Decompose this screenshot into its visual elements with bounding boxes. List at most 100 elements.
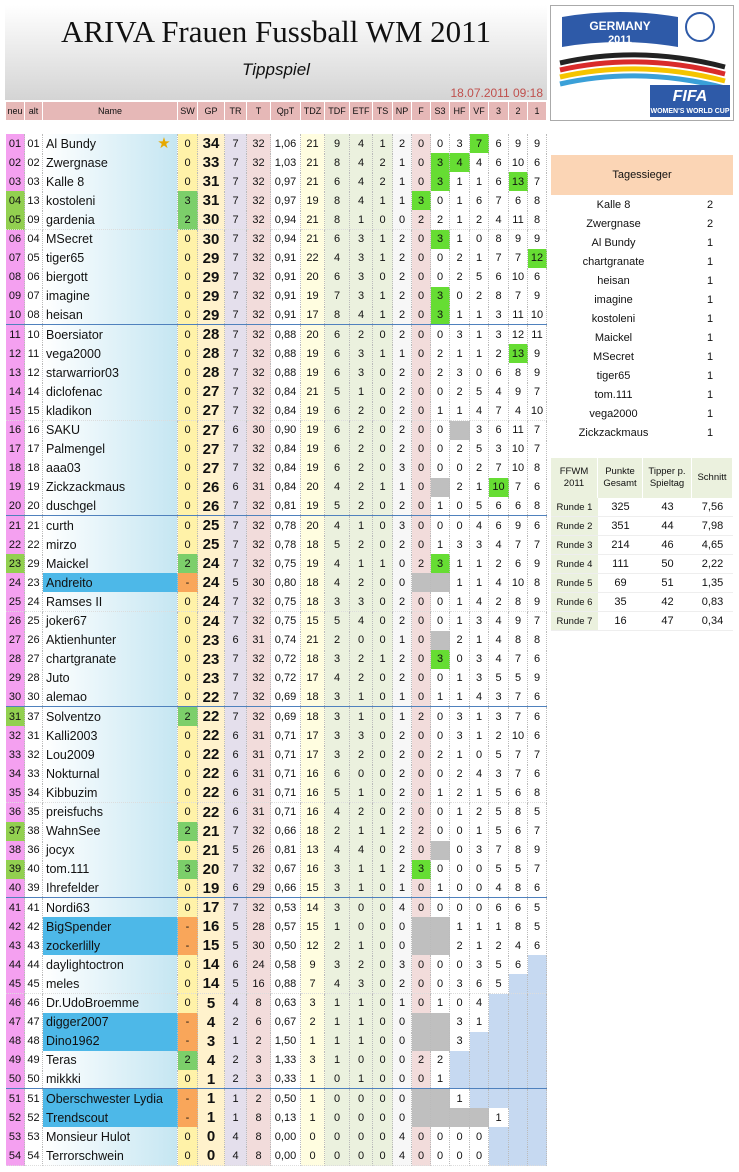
table-cell: 0 <box>373 458 393 479</box>
table-cell: 0,97 <box>271 172 301 193</box>
table-cell: 28 <box>6 649 25 670</box>
table-cell: 10 <box>489 477 509 498</box>
table-cell: 28 <box>198 325 225 345</box>
table-cell: 3 <box>489 305 509 326</box>
table-cell: 0 <box>178 592 198 613</box>
table-cell: 0 <box>470 1127 489 1148</box>
table-cell: 4 <box>225 1127 247 1148</box>
group-separator <box>6 515 547 516</box>
table-cell: 16 <box>6 420 25 441</box>
table-cell: 0 <box>431 267 450 288</box>
table-cell: 2 <box>393 134 412 154</box>
table-cell: 1 <box>450 191 470 212</box>
table-cell: 0 <box>350 1146 373 1167</box>
table-cell: 1 <box>470 305 489 326</box>
table-cell: 7 <box>225 898 247 918</box>
table-cell: 0,94 <box>271 229 301 250</box>
table-cell: 9 <box>509 611 528 632</box>
winner-name: tiger65 <box>596 369 631 382</box>
table-cell: 1 <box>373 821 393 842</box>
table-cell: 6 <box>489 172 509 193</box>
table-cell: 1 <box>350 878 373 899</box>
table-cell: 32 <box>247 496 271 517</box>
table-cell <box>528 1069 547 1090</box>
table-cell: 5 <box>489 821 509 842</box>
round-label: Runde 3 <box>551 536 598 555</box>
table-cell: 1 <box>225 1089 247 1109</box>
table-cell: 16 <box>301 764 325 785</box>
table-cell: 2 <box>489 936 509 957</box>
column-header: 1 <box>528 102 547 120</box>
table-cell: 1 <box>325 1012 350 1033</box>
table-cell: 2 <box>350 496 373 517</box>
table-cell: 17 <box>301 726 325 747</box>
table-cell: 3 <box>470 840 489 861</box>
table-cell: 3 <box>325 687 350 708</box>
table-cell: 4 <box>325 974 350 995</box>
table-cell: 18 <box>301 687 325 708</box>
table-cell: 6 <box>489 153 509 174</box>
table-cell: 0 <box>412 745 431 766</box>
table-cell: 5 <box>325 783 350 804</box>
table-cell: 7 <box>225 153 247 174</box>
table-cell: 3 <box>470 535 489 556</box>
table-cell: 15 <box>6 401 25 422</box>
table-cell: 6 <box>225 745 247 766</box>
table-cell: 0,71 <box>271 783 301 804</box>
table-cell: 1 <box>450 611 470 632</box>
table-cell: 5 <box>470 267 489 288</box>
table-cell: 17 <box>6 439 25 460</box>
table-cell: 0,75 <box>271 611 301 632</box>
player-name: meles <box>43 974 178 995</box>
table-cell: 4 <box>393 1146 412 1167</box>
table-cell: 44 <box>25 955 43 976</box>
table-cell: 0 <box>450 993 470 1014</box>
table-cell: - <box>178 1089 198 1109</box>
table-cell: 36 <box>25 840 43 861</box>
table-cell: 3 <box>178 191 198 212</box>
table-cell: 7 <box>528 420 547 441</box>
table-cell: 1 <box>431 993 450 1014</box>
table-cell: 1 <box>470 344 489 365</box>
table-cell: 2 <box>350 649 373 670</box>
table-cell: 2 <box>450 439 470 460</box>
table-cell: 2 <box>225 1069 247 1090</box>
table-cell: 31 <box>247 802 271 823</box>
table-cell: 0 <box>178 325 198 345</box>
table-cell: 15 <box>301 878 325 899</box>
table-cell: 1 <box>393 630 412 651</box>
table-cell <box>528 993 547 1014</box>
round-cell: 42 <box>643 593 692 612</box>
table-cell: 3 <box>450 325 470 345</box>
table-cell: 8 <box>247 1146 271 1167</box>
table-cell: 32 <box>247 134 271 154</box>
player-name: Teras <box>43 1050 178 1071</box>
player-name: Monsieur Hulot <box>43 1127 178 1148</box>
column-header: TDF <box>325 102 350 120</box>
table-cell: 4 <box>470 687 489 708</box>
column-header: F <box>412 102 431 120</box>
table-cell: 5 <box>489 955 509 976</box>
table-cell: 21 <box>301 382 325 403</box>
table-cell: 0 <box>412 267 431 288</box>
table-cell: 1 <box>470 172 489 193</box>
table-cell: 24 <box>198 573 225 594</box>
player-name: starwarrior03 <box>43 363 178 384</box>
table-cell: 1 <box>393 993 412 1014</box>
table-cell: 2 <box>350 420 373 441</box>
table-cell: 08 <box>25 305 43 326</box>
table-cell: 11 <box>509 420 528 441</box>
table-cell: 1 <box>350 1012 373 1033</box>
player-name: Kalle 8 <box>43 172 178 193</box>
winner-name: MSecret <box>593 350 634 363</box>
table-cell: 0 <box>373 1012 393 1033</box>
round-cell: 2,22 <box>692 555 733 574</box>
round-cell: 69 <box>598 574 643 593</box>
table-cell: 2 <box>373 172 393 193</box>
round-cell: 1,35 <box>692 574 733 593</box>
table-cell: 0 <box>431 1127 450 1148</box>
table-cell <box>528 955 547 976</box>
table-cell: 48 <box>6 1031 25 1052</box>
table-cell: 32 <box>247 286 271 307</box>
table-cell: 7 <box>489 458 509 479</box>
